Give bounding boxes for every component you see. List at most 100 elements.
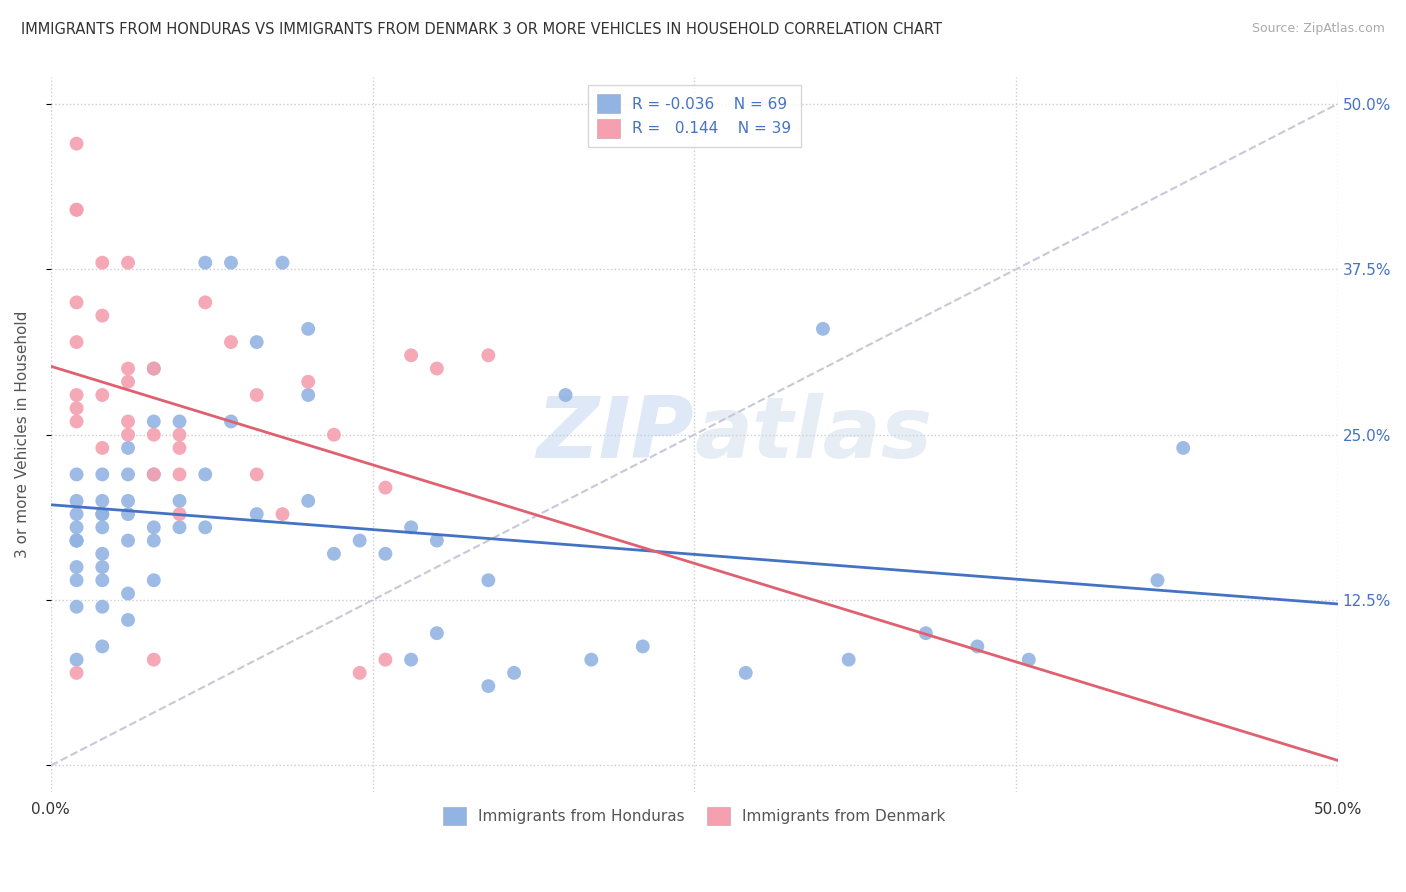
Point <box>374 481 396 495</box>
Point <box>117 361 139 376</box>
Point <box>142 520 165 534</box>
Point <box>169 494 191 508</box>
Point <box>169 427 191 442</box>
Point <box>477 679 499 693</box>
Point <box>194 520 217 534</box>
Point <box>65 467 87 482</box>
Point <box>91 560 114 574</box>
Point <box>734 665 756 680</box>
Point <box>117 375 139 389</box>
Point <box>194 295 217 310</box>
Point <box>399 653 422 667</box>
Point <box>374 653 396 667</box>
Point <box>117 613 139 627</box>
Point <box>65 574 87 588</box>
Point <box>297 494 319 508</box>
Point <box>91 494 114 508</box>
Point <box>91 441 114 455</box>
Point <box>91 467 114 482</box>
Point <box>117 494 139 508</box>
Point <box>399 520 422 534</box>
Point <box>297 322 319 336</box>
Point <box>65 520 87 534</box>
Point <box>142 533 165 548</box>
Point <box>65 533 87 548</box>
Text: Source: ZipAtlas.com: Source: ZipAtlas.com <box>1251 22 1385 36</box>
Point <box>65 560 87 574</box>
Point <box>349 665 371 680</box>
Point <box>169 507 191 521</box>
Point <box>297 388 319 402</box>
Text: IMMIGRANTS FROM HONDURAS VS IMMIGRANTS FROM DENMARK 3 OR MORE VEHICLES IN HOUSEH: IMMIGRANTS FROM HONDURAS VS IMMIGRANTS F… <box>21 22 942 37</box>
Point <box>374 547 396 561</box>
Point <box>65 507 87 521</box>
Point <box>1146 574 1168 588</box>
Point <box>219 255 242 269</box>
Point <box>91 547 114 561</box>
Point <box>169 467 191 482</box>
Point <box>65 653 87 667</box>
Legend: Immigrants from Honduras, Immigrants from Denmark: Immigrants from Honduras, Immigrants fro… <box>433 797 955 834</box>
Point <box>117 441 139 455</box>
Point <box>65 202 87 217</box>
Point <box>91 309 114 323</box>
Point <box>1018 653 1040 667</box>
Point <box>91 255 114 269</box>
Point <box>65 494 87 508</box>
Point <box>219 414 242 428</box>
Point <box>631 640 654 654</box>
Y-axis label: 3 or more Vehicles in Household: 3 or more Vehicles in Household <box>15 311 30 558</box>
Text: atlas: atlas <box>695 393 932 476</box>
Point <box>65 388 87 402</box>
Point <box>65 665 87 680</box>
Point <box>117 467 139 482</box>
Point <box>838 653 860 667</box>
Point <box>399 348 422 362</box>
Point <box>91 599 114 614</box>
Point <box>117 427 139 442</box>
Point <box>142 414 165 428</box>
Text: ZIP: ZIP <box>537 393 695 476</box>
Point <box>91 388 114 402</box>
Point <box>503 665 526 680</box>
Point <box>142 361 165 376</box>
Point <box>65 599 87 614</box>
Point <box>142 427 165 442</box>
Point <box>142 467 165 482</box>
Point <box>323 427 346 442</box>
Point <box>271 255 294 269</box>
Point <box>581 653 603 667</box>
Point <box>117 507 139 521</box>
Point <box>477 574 499 588</box>
Point <box>65 136 87 151</box>
Point <box>246 507 269 521</box>
Point <box>426 533 449 548</box>
Point <box>246 334 269 349</box>
Point <box>323 547 346 561</box>
Point <box>65 334 87 349</box>
Point <box>91 574 114 588</box>
Point <box>117 255 139 269</box>
Point <box>169 441 191 455</box>
Point <box>966 640 988 654</box>
Point <box>117 586 139 600</box>
Point <box>65 202 87 217</box>
Point <box>271 507 294 521</box>
Point <box>91 520 114 534</box>
Point <box>554 388 576 402</box>
Point <box>91 507 114 521</box>
Point <box>915 626 938 640</box>
Point <box>142 361 165 376</box>
Point <box>91 507 114 521</box>
Point <box>426 626 449 640</box>
Point <box>65 533 87 548</box>
Point <box>246 467 269 482</box>
Point <box>169 414 191 428</box>
Point <box>142 467 165 482</box>
Point <box>426 361 449 376</box>
Point <box>194 255 217 269</box>
Point <box>65 414 87 428</box>
Point <box>65 533 87 548</box>
Point <box>169 520 191 534</box>
Point <box>477 348 499 362</box>
